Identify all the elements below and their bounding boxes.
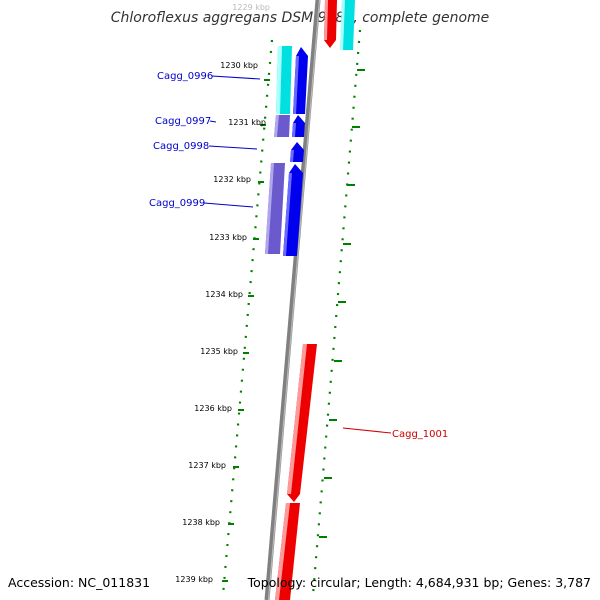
gene-feature-cagg-0997[interactable] — [292, 115, 305, 137]
gene-feature-cagg-0999-purple[interactable] — [265, 163, 285, 254]
gene-label-cagg-0997[interactable]: Cagg_0997 — [155, 116, 211, 127]
scale-labels: 1229 kbp 1230 kbp 1231 kbp 1232 kbp 1233… — [175, 3, 270, 584]
scale-label-1231: 1231 kbp — [228, 118, 266, 127]
gene-feature-cagg-0996[interactable] — [293, 47, 308, 114]
accession-text: Accession: NC_011831 — [8, 575, 151, 590]
scale-label-1233: 1233 kbp — [209, 233, 247, 242]
gene-label-cagg-0998[interactable]: Cagg_0998 — [153, 141, 209, 152]
genome-summary-text: Topology: circular; Length: 4,684,931 bp… — [247, 575, 591, 590]
major-ticks — [222, 69, 365, 582]
scale-label-1238: 1238 kbp — [182, 518, 220, 527]
scale-label-1237: 1237 kbp — [188, 461, 226, 470]
gene-features[interactable] — [265, 0, 355, 600]
gene-feature-cagg-0998[interactable] — [290, 142, 304, 162]
gene-feature-cagg-0996-cyan[interactable] — [276, 46, 292, 114]
scale-label-1229: 1229 kbp — [232, 3, 270, 12]
gene-feature-cagg-1001[interactable] — [287, 344, 317, 502]
feature-top-reverse-red[interactable] — [324, 0, 337, 48]
scale-label-1230: 1230 kbp — [220, 61, 258, 70]
scale-label-1232: 1232 kbp — [213, 175, 251, 184]
gene-feature-cagg-0999[interactable] — [283, 164, 303, 256]
feature-bottom-red[interactable] — [275, 503, 300, 600]
gene-feature-cagg-0997-purple[interactable] — [274, 115, 290, 137]
scale-label-1234: 1234 kbp — [205, 290, 243, 299]
scale-label-1239: 1239 kbp — [175, 575, 213, 584]
gene-label-cagg-0999[interactable]: Cagg_0999 — [149, 198, 205, 209]
scale-label-1235: 1235 kbp — [200, 347, 238, 356]
outer-tick-ring — [311, 29, 362, 596]
scale-label-1236: 1236 kbp — [194, 404, 232, 413]
gene-label-cagg-1001[interactable]: Cagg_1001 — [392, 429, 448, 440]
gene-label-leaders — [203, 75, 392, 434]
map-title: Chloroflexus aggregans DSM 9485, complet… — [110, 10, 490, 26]
feature-top-cyan[interactable] — [340, 0, 355, 50]
gene-label-cagg-0996[interactable]: Cagg_0996 — [157, 71, 213, 82]
genome-backbone — [264, 0, 321, 600]
gene-labels[interactable]: Cagg_0996 Cagg_0997 Cagg_0998 Cagg_0999 … — [149, 71, 448, 440]
